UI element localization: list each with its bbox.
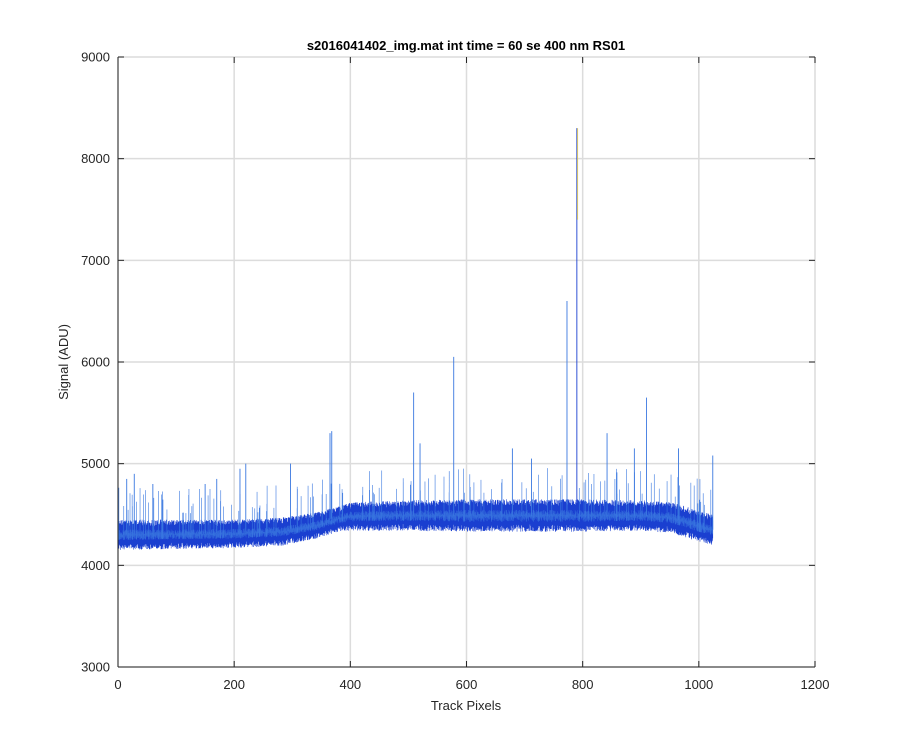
y-tick-label: 3000 — [81, 660, 110, 675]
y-tick-label: 5000 — [81, 456, 110, 471]
y-tick-label: 9000 — [81, 50, 110, 65]
x-tick-label: 800 — [572, 677, 594, 692]
x-axis-label: Track Pixels — [431, 698, 502, 713]
x-tick-label: 200 — [223, 677, 245, 692]
tick-labels: 0 200 400 600 800 1000 1200 3000 4000 5000 6000 700… — [81, 50, 829, 693]
y-tick-label: 4000 — [81, 558, 110, 573]
noise-spikes — [118, 468, 712, 540]
x-tick-label: 1200 — [801, 677, 830, 692]
y-axis-label: Signal (ADU) — [56, 324, 71, 400]
y-tick-label: 8000 — [81, 151, 110, 166]
y-tick-label: 7000 — [81, 253, 110, 268]
x-tick-label: 600 — [456, 677, 478, 692]
x-tick-label: 1000 — [684, 677, 713, 692]
plot-area — [117, 128, 714, 550]
y-tick-label: 6000 — [81, 355, 110, 370]
x-tick-label: 400 — [339, 677, 361, 692]
tick-marks — [117, 56, 816, 668]
chart-title: s2016041402_img.mat int time = 60 se 400… — [307, 38, 625, 53]
x-tick-label: 0 — [114, 677, 121, 692]
